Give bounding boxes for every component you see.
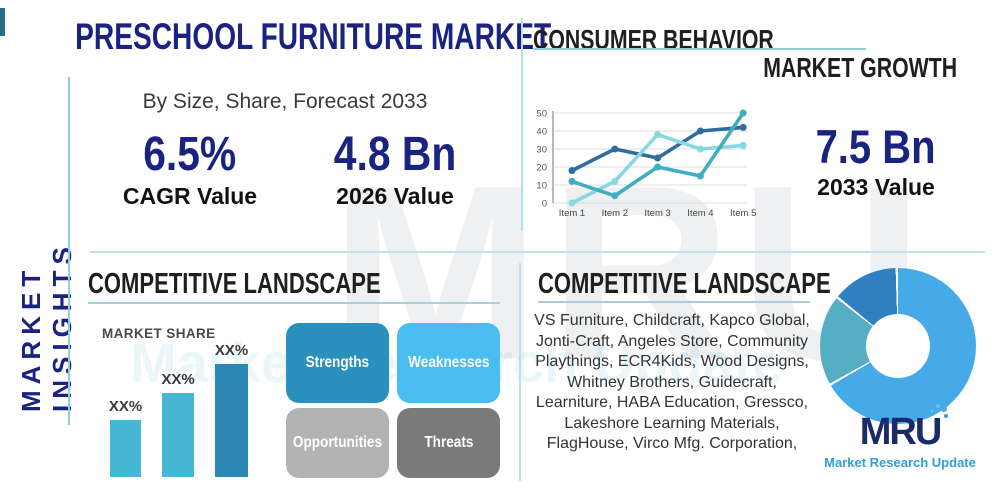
swot-box-opportunities: Opportunities — [286, 408, 389, 478]
market-share-bar — [162, 393, 194, 477]
2033-value: 7.5 Bn — [816, 120, 936, 173]
market-share-label: MARKET SHARE — [102, 326, 216, 341]
dark-blue-series-marker — [568, 167, 576, 175]
company-list-line: FlagHouse, Virco Mfg. Corporation, — [546, 435, 798, 452]
swot-box-threats: Threats — [397, 408, 500, 478]
horizontal-divider-main — [90, 251, 985, 253]
competitive-landscape-right-title: COMPETITIVE LANDSCAPE — [538, 268, 831, 300]
top-left-accent-bar — [0, 8, 5, 36]
dark-blue-series-marker — [739, 123, 747, 131]
teal-series-marker — [654, 163, 662, 171]
brand-logo: MRU Market Research Update — [818, 406, 982, 470]
market-growth-line-chart: 0 10 20 30 40 50 Item 1 Item 2 Item 3 Item 4 Item … — [536, 109, 756, 220]
swot-box-strengths: Strengths — [286, 323, 389, 403]
swot-label: Strengths — [305, 354, 370, 371]
dark-blue-series-marker — [611, 145, 619, 153]
teal-series-marker — [696, 172, 704, 180]
light-cyan-series-marker — [611, 177, 619, 185]
bar-value-label: XX% — [108, 398, 143, 415]
page-subtitle: By Size, Share, Forecast 2033 — [142, 90, 428, 113]
y-tick-label: 10 — [536, 181, 547, 192]
x-tick-label: Item 1 — [559, 208, 585, 219]
light-cyan-series-marker — [739, 141, 747, 149]
dark-blue-series-marker — [696, 127, 704, 135]
logo-splash-dots — [941, 406, 948, 412]
stat-cagr: 6.5% CAGR Value — [90, 128, 290, 210]
2026-label: 2026 Value — [336, 183, 454, 210]
page-title: PRESCHOOL FURNITURE MARKET — [75, 16, 552, 57]
competitive-landscape-right-underline — [538, 301, 810, 303]
market-share-bar — [215, 364, 248, 477]
logo-wordmark: MRU — [860, 406, 948, 454]
bar-value-label: XX% — [214, 342, 249, 359]
y-tick-label: 30 — [536, 145, 547, 156]
company-list: VS Furniture, Childcraft, Kapco Global, J… — [524, 311, 820, 455]
x-tick-label: Item 3 — [644, 208, 670, 219]
company-list-line: Playthings, ECR4Kids, Wood Designs, — [535, 353, 809, 370]
swot-box-weaknesses: Weaknesses — [397, 323, 500, 403]
market-share-bar-chart: XX% XX% XX% — [100, 336, 250, 477]
cagr-label: CAGR Value — [122, 183, 258, 210]
vertical-divider-top — [521, 18, 523, 231]
market-growth-title: MARKET GROWTH — [763, 52, 957, 83]
y-tick-label: 20 — [536, 163, 547, 174]
teal-series-marker — [568, 177, 576, 185]
2026-value: 4.8 Bn — [333, 128, 457, 181]
sidebar-divider-line — [68, 77, 70, 425]
competitive-landscape-left-title: COMPETITIVE LANDSCAPE — [88, 268, 381, 300]
logo-tagline: Market Research Update — [824, 454, 976, 470]
bar-value-label: XX% — [161, 371, 195, 388]
company-list-line: Lakeshore Learning Materials, — [564, 414, 780, 432]
stat-2026-value: 4.8 Bn 2026 Value — [295, 128, 495, 210]
x-tick-label: Item 4 — [687, 208, 713, 219]
swot-label: Opportunities — [292, 434, 383, 451]
dark-blue-series-marker — [654, 154, 662, 162]
company-list-line: Learniture, HABA Education, Gressco, — [535, 394, 809, 411]
stat-2033-value: 7.5 Bn 2033 Value — [788, 122, 964, 201]
company-list-line: Whitney Brothers, Guidecraft, — [567, 373, 777, 391]
teal-series-marker — [611, 192, 619, 200]
cagr-value: 6.5% — [143, 128, 237, 181]
consumer-behavior-underline — [533, 48, 866, 50]
y-tick-label: 50 — [536, 109, 547, 120]
teal-series-line — [570, 111, 745, 198]
light-cyan-series-marker — [654, 131, 662, 139]
x-tick-label: Item 5 — [730, 208, 756, 219]
company-list-line: Jonti-Craft, Angeles Store, Community — [535, 332, 809, 350]
light-cyan-series-marker — [568, 199, 576, 207]
market-share-bar — [110, 420, 141, 477]
y-tick-label: 40 — [536, 127, 547, 138]
vertical-divider-bottom — [519, 263, 521, 481]
competitive-landscape-left-underline — [88, 302, 500, 304]
swot-label: Weaknesses — [407, 354, 490, 371]
y-tick-label: 0 — [542, 199, 547, 210]
2033-label: 2033 Value — [817, 174, 935, 201]
market-share-donut-chart — [820, 268, 976, 424]
swot-label: Threats — [423, 434, 474, 451]
company-list-line: VS Furniture, Childcraft, Kapco Global, — [534, 312, 810, 329]
teal-series-marker — [739, 109, 747, 117]
light-cyan-series-marker — [696, 145, 704, 153]
x-tick-label: Item 2 — [602, 208, 628, 219]
